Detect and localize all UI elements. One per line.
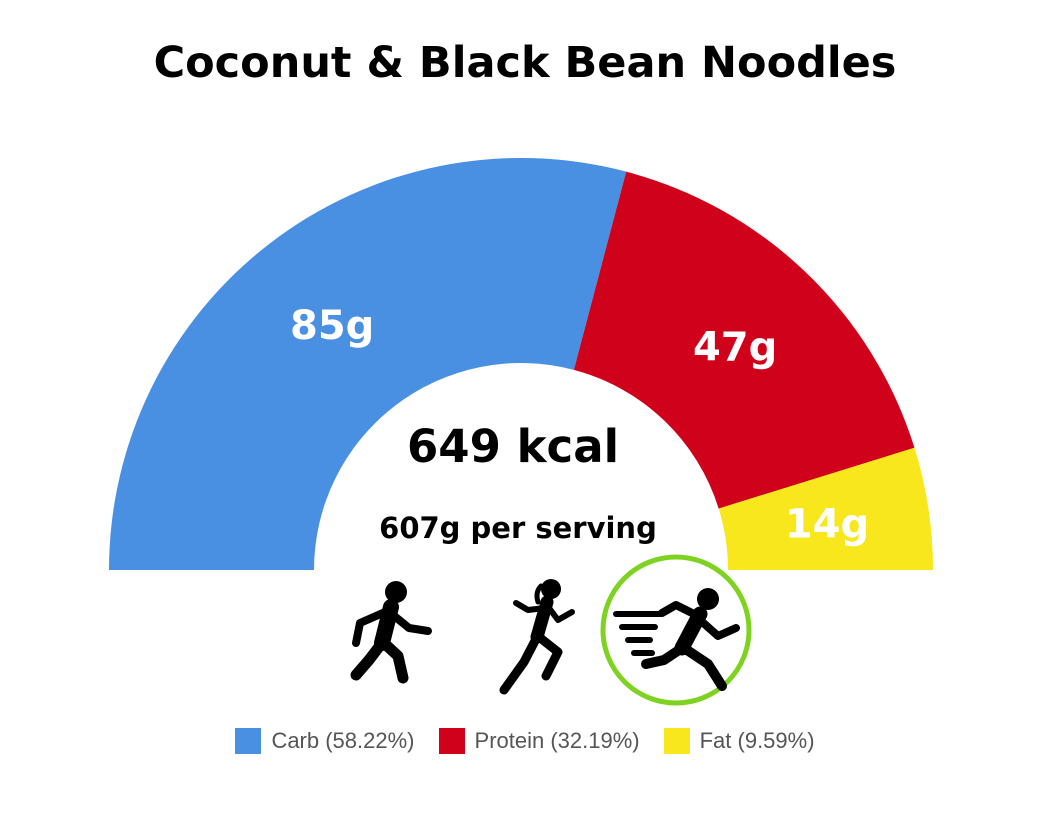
legend-item-carb: Carb (58.22%): [235, 728, 415, 754]
walking-person-icon: [350, 581, 432, 684]
calories-label: 649 kcal: [407, 420, 619, 473]
legend-label: Carb (58.22%): [271, 728, 415, 753]
slice-protein: [573, 171, 915, 509]
slice-fat: [718, 447, 933, 570]
legend-item-protein: Protein (32.19%): [438, 728, 640, 754]
slice-carb: [109, 158, 627, 571]
legend-swatch: [438, 728, 465, 754]
legend-label: Fat (9.59%): [699, 728, 815, 753]
macro-gauge: 85g 47g 14g 649 kcal 607g per serving: [109, 158, 933, 706]
sprinting-person-icon: [600, 554, 752, 706]
slice-label-protein: 47g: [693, 324, 777, 370]
legend-swatch: [235, 728, 262, 754]
legend: Carb (58.22%) Protein (32.19%) Fat (9.59%): [0, 728, 1050, 754]
legend-label: Protein (32.19%): [474, 728, 640, 753]
serving-size-label: 607g per serving: [379, 511, 657, 545]
running-woman-icon: [499, 579, 575, 695]
legend-item-fat: Fat (9.59%): [663, 728, 815, 754]
slice-label-carb: 85g: [290, 303, 374, 349]
slice-label-fat: 14g: [785, 502, 869, 548]
legend-swatch: [663, 728, 690, 754]
selected-ring: [600, 554, 752, 706]
chart-title: Coconut & Black Bean Noodles: [153, 38, 897, 88]
